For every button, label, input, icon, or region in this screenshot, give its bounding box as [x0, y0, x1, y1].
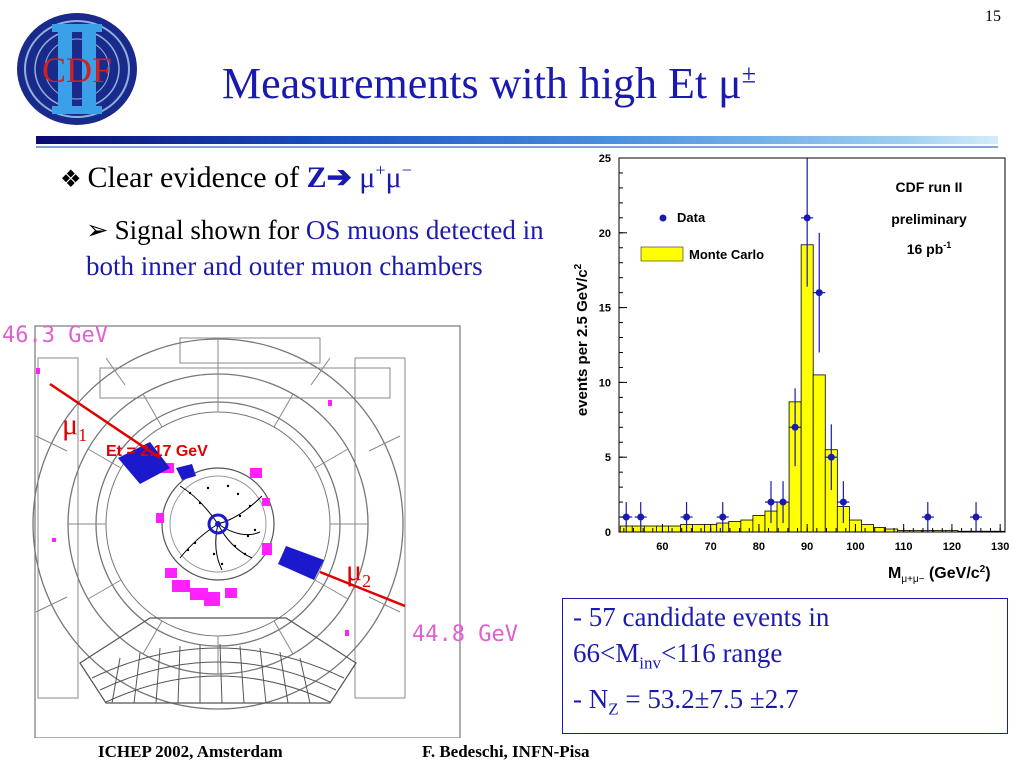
- candidate-info-box: - 57 candidate events in 66<Minv<116 ran…: [562, 598, 1008, 734]
- data-point: [719, 513, 727, 521]
- data-point: [972, 513, 980, 521]
- et-label: Et = 2.17 GeV: [106, 443, 208, 460]
- legend-data-marker: [659, 214, 667, 222]
- y-tick-label: 0: [605, 527, 611, 539]
- footer-left: ICHEP 2002, Amsterdam: [98, 742, 283, 761]
- data-point: [815, 289, 823, 297]
- page-number: 15: [985, 8, 1001, 25]
- event-display: [0, 318, 560, 739]
- data-point: [622, 513, 630, 521]
- mc-bar: [800, 244, 814, 533]
- data-point: [839, 498, 847, 506]
- data-point: [803, 214, 811, 222]
- mc-bar: [740, 519, 754, 533]
- mu1-label: μ1: [62, 408, 88, 445]
- legend-mc-swatch: [640, 246, 684, 262]
- mc-bar: [631, 525, 645, 533]
- info-line-3: - NZ = 53.2±7.5 ±2.7: [573, 684, 799, 719]
- title-divider: [36, 136, 998, 144]
- y-axis-label: events per 2.5 GeV/c2: [573, 263, 591, 416]
- mass-histogram: 0 5 10 15 20 25 60 70 80 90 100 110 120 130 events pe…: [563, 150, 1020, 590]
- data-point: [779, 498, 787, 506]
- title-divider-thin: [36, 146, 998, 148]
- x-tick-label: 100: [846, 541, 864, 553]
- legend-data-label: Data: [677, 210, 706, 225]
- legend-mc-label: Monte Carlo: [689, 247, 764, 262]
- x-tick-label: 70: [705, 541, 717, 553]
- mc-bar: [643, 525, 657, 533]
- x-tick-label: 120: [943, 541, 961, 553]
- x-tick-label: 80: [753, 541, 765, 553]
- annotation-line2: preliminary: [891, 211, 967, 227]
- info-line-1: - 57 candidate events in: [573, 602, 830, 632]
- data-point: [924, 513, 932, 521]
- annotation-line3: 16 pb-1: [907, 240, 952, 257]
- x-tick-label: 90: [801, 541, 813, 553]
- slide-title: Measurements with high Et μ±: [222, 59, 757, 108]
- x-tick-label: 60: [656, 541, 668, 553]
- logo-text: CDF: [42, 50, 112, 90]
- x-tick-label: 130: [991, 541, 1009, 553]
- data-point: [767, 498, 775, 506]
- top-energy-label: 46.3 GeV: [2, 323, 108, 348]
- mu2-label: μ2: [346, 554, 372, 591]
- cdf-logo: CDF: [14, 10, 140, 128]
- data-point: [637, 513, 645, 521]
- y-tick-label: 20: [599, 228, 611, 240]
- y-tick-label: 25: [599, 153, 611, 165]
- annotation-line1: CDF run II: [896, 179, 963, 195]
- mc-bar: [692, 524, 706, 533]
- x-tick-label: 110: [895, 541, 913, 553]
- diamond-bullet-icon: ❖: [60, 167, 82, 193]
- plot-frame: [618, 157, 1006, 533]
- data-point: [827, 453, 835, 461]
- mc-bar: [861, 524, 874, 533]
- x-axis-label: Mμ+μ− (GeV/c2): [888, 564, 991, 585]
- bullet-signal-shown: ➢ Signal shown for OS muons detected in b…: [86, 215, 544, 281]
- mc-bar: [812, 374, 826, 533]
- bullet-clear-evidence: ❖ Clear evidence of Z➔ μ+μ−: [60, 160, 412, 194]
- mc-bar: [873, 527, 886, 533]
- data-point: [683, 513, 691, 521]
- histogram-svg: 0 5 10 15 20 25 60 70 80 90 100 110 120 130 events pe…: [573, 153, 1009, 585]
- footer-right: F. Bedeschi, INFN-Pisa: [422, 742, 590, 761]
- info-line-2: 66<Minv<116 range: [573, 638, 783, 673]
- right-energy-label: 44.8 GeV: [412, 622, 518, 647]
- arrow-bullet-icon: ➢: [86, 215, 109, 245]
- mc-bar: [728, 521, 742, 533]
- mc-bar: [668, 525, 681, 533]
- y-tick-label: 10: [599, 377, 611, 389]
- data-point: [791, 423, 799, 431]
- y-tick-label: 5: [605, 452, 611, 464]
- y-tick-label: 15: [599, 303, 611, 315]
